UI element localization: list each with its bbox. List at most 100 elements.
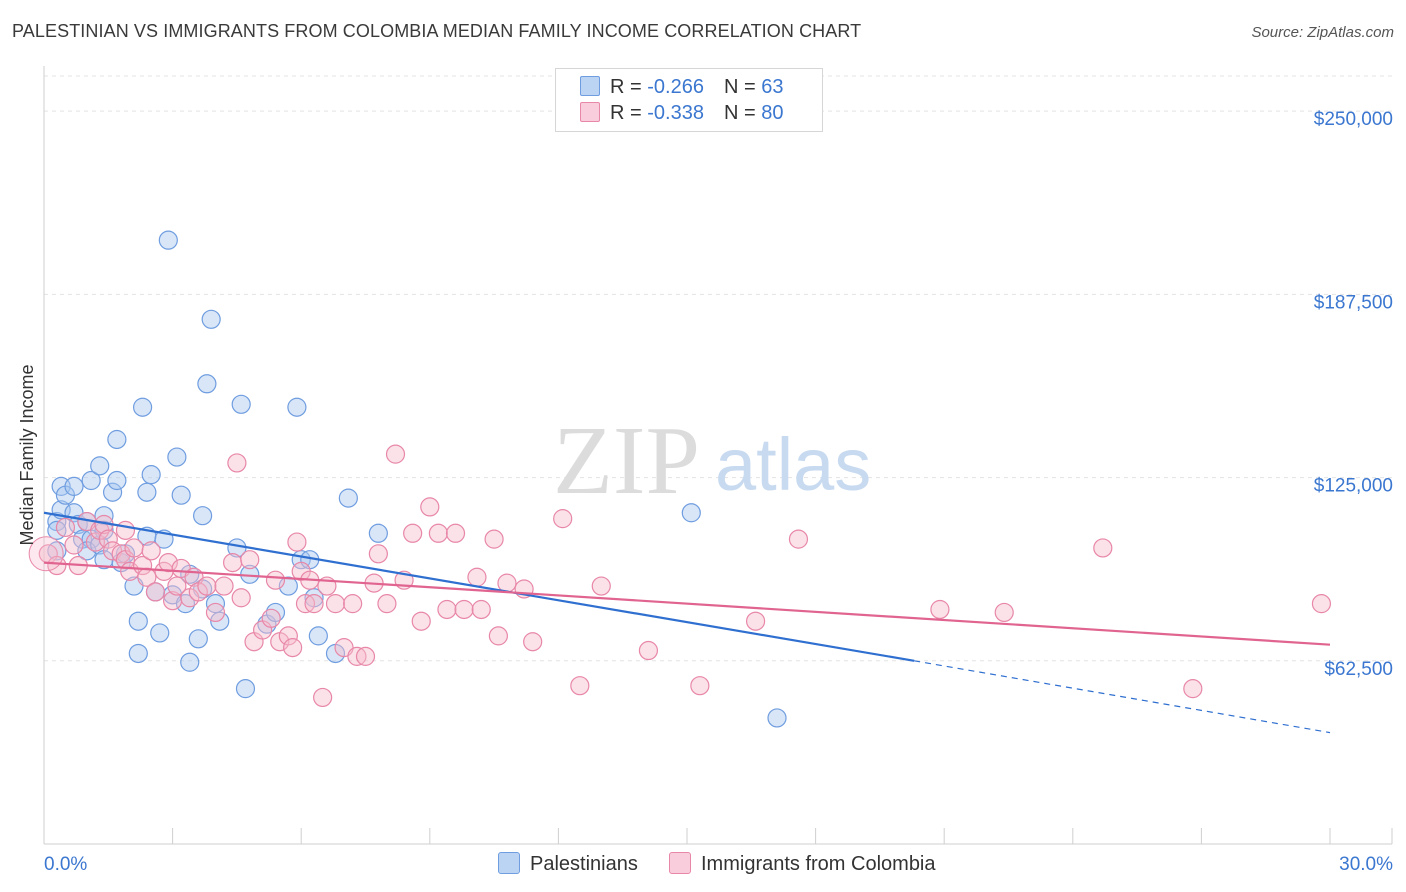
point-palestinian <box>102 482 123 502</box>
legend-r-label: R = <box>610 102 648 124</box>
legend-n-label: N = <box>723 102 762 124</box>
source-label: Source: ZipAtlas.com <box>1251 24 1394 41</box>
legend-row-colombia: R = -0.338 N = 80 <box>580 102 783 126</box>
point-palestinian <box>767 708 787 728</box>
point-colombia <box>287 532 307 552</box>
point-palestinian <box>90 456 110 476</box>
points-layer <box>28 230 1332 728</box>
y-tick-label: $187,500 <box>1314 292 1393 313</box>
point-colombia <box>231 588 251 608</box>
point-colombia <box>1093 538 1113 558</box>
point-colombia <box>115 520 136 540</box>
point-colombia <box>214 576 234 596</box>
point-colombia <box>454 599 474 620</box>
point-palestinian <box>64 476 84 496</box>
point-colombia <box>638 640 659 661</box>
point-colombia <box>1311 594 1332 614</box>
point-palestinian <box>201 309 221 329</box>
point-colombia <box>553 509 573 529</box>
point-palestinian <box>171 485 191 505</box>
bottom-legend-label: Palestinians <box>530 853 638 875</box>
point-colombia <box>411 611 431 631</box>
point-palestinian <box>107 470 127 491</box>
point-colombia <box>523 632 543 652</box>
point-colombia <box>745 611 766 631</box>
point-colombia <box>1183 679 1203 699</box>
point-palestinian <box>287 397 307 417</box>
x-tick-label: 30.0% <box>1339 854 1393 875</box>
point-colombia <box>283 638 303 658</box>
point-colombia <box>445 523 466 543</box>
trend-layer <box>43 511 1331 734</box>
point-colombia <box>420 497 440 517</box>
chart-title: PALESTINIAN VS IMMIGRANTS FROM COLOMBIA … <box>12 21 862 41</box>
point-colombia <box>141 541 161 561</box>
bottom-legend-swatch-blue <box>498 852 520 874</box>
point-colombia <box>355 646 376 666</box>
point-colombia <box>788 529 809 549</box>
point-palestinian <box>235 679 256 699</box>
legend-r-value: -0.266 <box>647 76 704 98</box>
bottom-legend-colombia: Immigrants from Colombia <box>669 852 936 876</box>
y-tick-label: $62,500 <box>1324 659 1393 680</box>
trend-line-palestinians-extrapolated <box>914 660 1331 734</box>
legend-swatch-blue <box>580 76 600 96</box>
point-colombia <box>930 599 950 620</box>
point-colombia <box>994 602 1014 623</box>
point-colombia <box>227 453 247 473</box>
point-colombia <box>313 687 333 708</box>
point-colombia <box>223 552 243 573</box>
legend-swatch-pink <box>580 102 600 122</box>
point-colombia <box>591 576 611 596</box>
point-palestinian <box>128 643 148 664</box>
bottom-legend-label: Immigrants from Colombia <box>701 853 936 875</box>
point-colombia <box>55 517 76 538</box>
point-colombia <box>98 529 118 549</box>
legend-r-value: -0.338 <box>647 102 704 124</box>
watermark: ZIP atlas <box>553 407 871 515</box>
legend-n-value: 63 <box>761 76 784 98</box>
legend-n-label: N = <box>723 76 762 98</box>
x-tick-label: 0.0% <box>44 854 87 875</box>
point-colombia <box>385 444 406 464</box>
point-palestinian <box>128 611 148 631</box>
point-colombia <box>377 594 397 614</box>
labels-layer: $62,500 $125,000 $187,500 $250,000 0.0% 30.0%… <box>17 109 1393 875</box>
point-palestinian <box>368 523 388 543</box>
legend-r-label: R = <box>610 76 648 98</box>
y-axis-title: Median Family Income <box>17 364 37 545</box>
point-palestinian <box>150 623 170 643</box>
axes-layer <box>43 66 1393 845</box>
point-colombia <box>690 676 710 696</box>
point-colombia <box>278 626 298 646</box>
point-colombia <box>428 523 448 543</box>
y-tick-label: $250,000 <box>1314 109 1393 130</box>
point-palestinian <box>308 626 328 646</box>
point-colombia <box>261 608 281 628</box>
trend-line-palestinians <box>43 511 915 662</box>
point-colombia <box>145 582 166 602</box>
point-colombia <box>368 544 388 564</box>
point-colombia <box>467 567 487 587</box>
point-colombia <box>488 626 508 646</box>
point-palestinian <box>681 503 701 523</box>
bottom-legend-swatch-pink <box>669 852 691 874</box>
point-colombia <box>304 594 324 614</box>
watermark-zip: ZIP <box>553 407 700 515</box>
point-palestinian <box>210 611 230 631</box>
point-palestinian <box>197 374 217 394</box>
point-palestinian <box>188 629 208 649</box>
point-colombia <box>403 523 423 543</box>
correlation-legend: R = -0.266 N = 63 R = -0.338 N = 80 <box>555 68 823 132</box>
watermark-atlas: atlas <box>715 423 871 506</box>
point-colombia <box>570 676 590 696</box>
point-palestinian <box>132 397 153 417</box>
point-palestinian <box>338 488 358 508</box>
point-colombia <box>265 570 286 590</box>
point-palestinian <box>137 482 157 502</box>
point-palestinian <box>167 447 187 467</box>
legend-n-value: 80 <box>761 102 784 124</box>
point-colombia <box>240 550 260 570</box>
point-palestinian <box>107 429 127 450</box>
